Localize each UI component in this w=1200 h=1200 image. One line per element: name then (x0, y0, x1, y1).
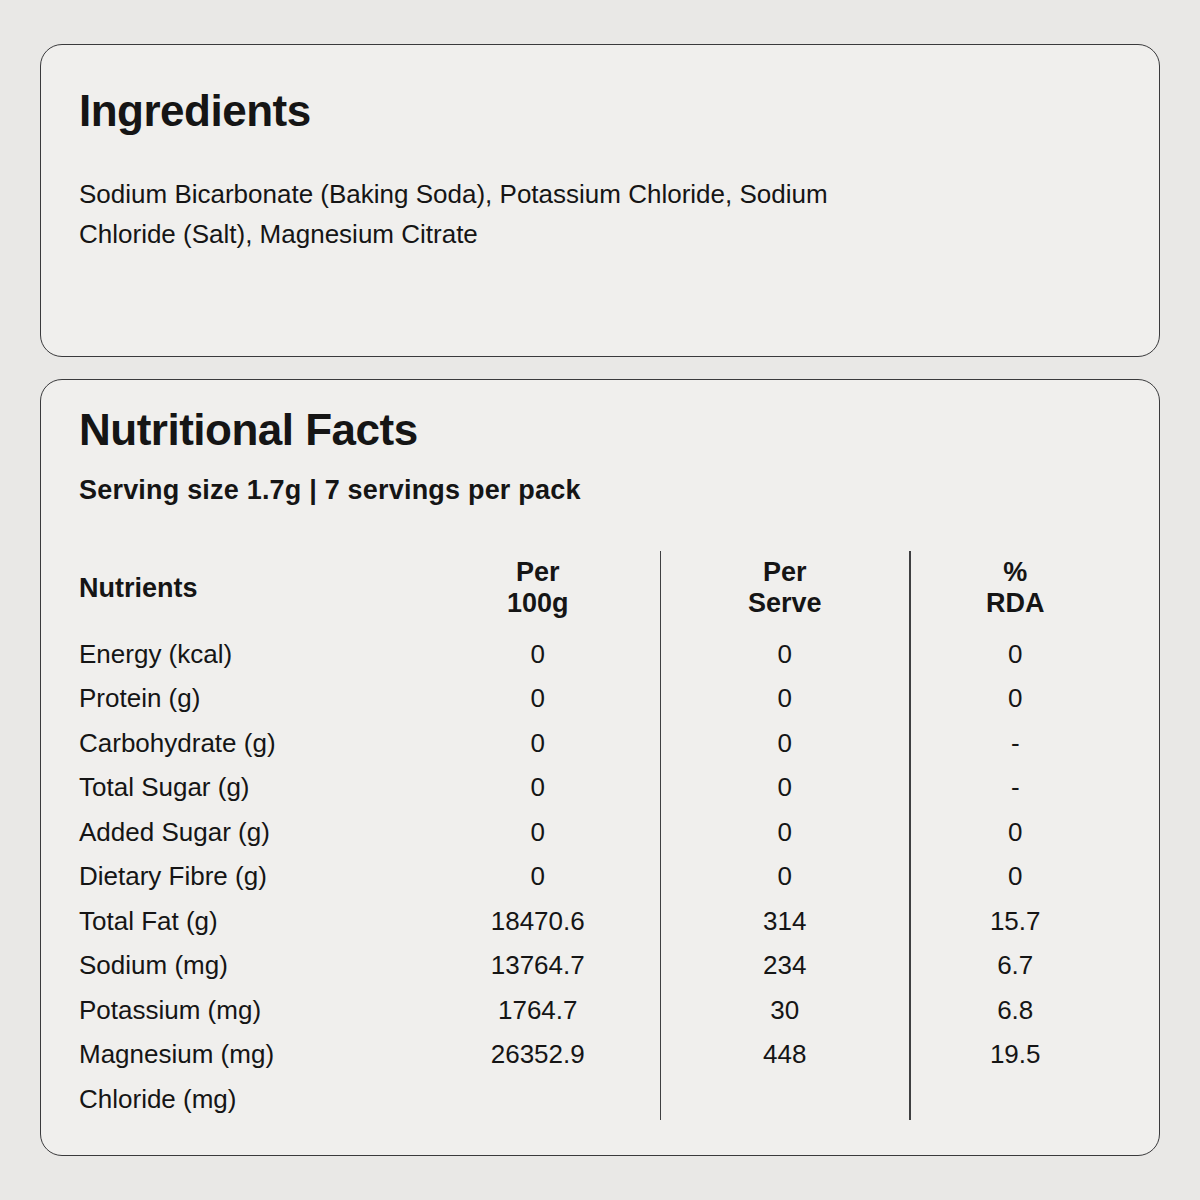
table-row: Added Sugar (g) 0 0 0 (79, 810, 1121, 855)
table-row: Energy (kcal) 0 0 0 (79, 632, 1121, 677)
rda-value: - (909, 772, 1121, 803)
rda-value: 0 (909, 683, 1121, 714)
rda-value: 0 (909, 639, 1121, 670)
per-100g-value: 0 (416, 728, 660, 759)
nutrient-label: Protein (g) (79, 683, 416, 714)
rda-value: 15.7 (909, 906, 1121, 937)
table-row: Potassium (mg) 1764.7 30 6.8 (79, 988, 1121, 1033)
table-row: Total Fat (g) 18470.6 314 15.7 (79, 899, 1121, 944)
per-100g-value: 0 (416, 861, 660, 892)
table-row: Dietary Fibre (g) 0 0 0 (79, 855, 1121, 900)
nutrient-label: Potassium (mg) (79, 995, 416, 1026)
rda-value: 0 (909, 861, 1121, 892)
nutrient-label: Sodium (mg) (79, 950, 416, 981)
per-100g-value: 1764.7 (416, 995, 660, 1026)
per-100g-value: 0 (416, 683, 660, 714)
nutrition-facts-card: Nutritional Facts Serving size 1.7g | 7 … (40, 379, 1160, 1156)
rda-value: 19.5 (909, 1039, 1121, 1070)
nutrient-label: Total Sugar (g) (79, 772, 416, 803)
per-100g-value: 0 (416, 639, 660, 670)
table-body: Energy (kcal) 0 0 0 Protein (g) 0 0 0 Ca… (79, 632, 1121, 1122)
nutrient-label: Magnesium (mg) (79, 1039, 416, 1070)
rda-value: 6.7 (909, 950, 1121, 981)
per-serve-value: 0 (660, 683, 910, 714)
per-serve-value: 0 (660, 728, 910, 759)
serving-info: Serving size 1.7g | 7 servings per pack (79, 473, 1121, 507)
column-divider-2 (909, 551, 911, 1120)
nutrient-label: Carbohydrate (g) (79, 728, 416, 759)
per-serve-value: 234 (660, 950, 910, 981)
ingredients-title: Ingredients (79, 83, 1121, 138)
nutrient-label: Total Fat (g) (79, 906, 416, 937)
header-nutrients: Nutrients (79, 573, 416, 604)
nutrition-facts-title: Nutritional Facts (79, 402, 1121, 457)
nutrient-label: Added Sugar (g) (79, 817, 416, 848)
per-serve-value: 30 (660, 995, 910, 1026)
nutrient-label: Chloride (mg) (79, 1084, 416, 1115)
rda-value: - (909, 728, 1121, 759)
ingredients-card: Ingredients Sodium Bicarbonate (Baking S… (40, 44, 1160, 357)
per-serve-value: 448 (660, 1039, 910, 1070)
per-serve-value: 314 (660, 906, 910, 937)
rda-value: 0 (909, 817, 1121, 848)
page: Ingredients Sodium Bicarbonate (Baking S… (0, 0, 1200, 1156)
table-row: Protein (g) 0 0 0 (79, 677, 1121, 722)
per-100g-value: 26352.9 (416, 1039, 660, 1070)
nutrient-label: Energy (kcal) (79, 639, 416, 670)
per-serve-value: 0 (660, 772, 910, 803)
per-100g-value: 18470.6 (416, 906, 660, 937)
nutrient-label: Dietary Fibre (g) (79, 861, 416, 892)
table-row: Carbohydrate (g) 0 0 - (79, 721, 1121, 766)
nutrition-table: Nutrients Per 100g Per Serve % RDA Energ… (79, 551, 1121, 1122)
per-serve-value: 0 (660, 861, 910, 892)
rda-value: 6.8 (909, 995, 1121, 1026)
header-per-100g: Per 100g (416, 557, 660, 619)
table-row: Sodium (mg) 13764.7 234 6.7 (79, 944, 1121, 989)
per-serve-value: 0 (660, 639, 910, 670)
table-row: Chloride (mg) (79, 1077, 1121, 1122)
table-row: Magnesium (mg) 26352.9 448 19.5 (79, 1033, 1121, 1078)
table-row: Total Sugar (g) 0 0 - (79, 766, 1121, 811)
column-divider-1 (660, 551, 662, 1120)
per-serve-value: 0 (660, 817, 910, 848)
table-header-row: Nutrients Per 100g Per Serve % RDA (79, 551, 1121, 619)
per-100g-value: 0 (416, 772, 660, 803)
ingredients-text: Sodium Bicarbonate (Baking Soda), Potass… (79, 174, 869, 254)
per-100g-value: 0 (416, 817, 660, 848)
header-per-serve: Per Serve (660, 557, 910, 619)
header-rda: % RDA (909, 557, 1121, 619)
per-100g-value: 13764.7 (416, 950, 660, 981)
